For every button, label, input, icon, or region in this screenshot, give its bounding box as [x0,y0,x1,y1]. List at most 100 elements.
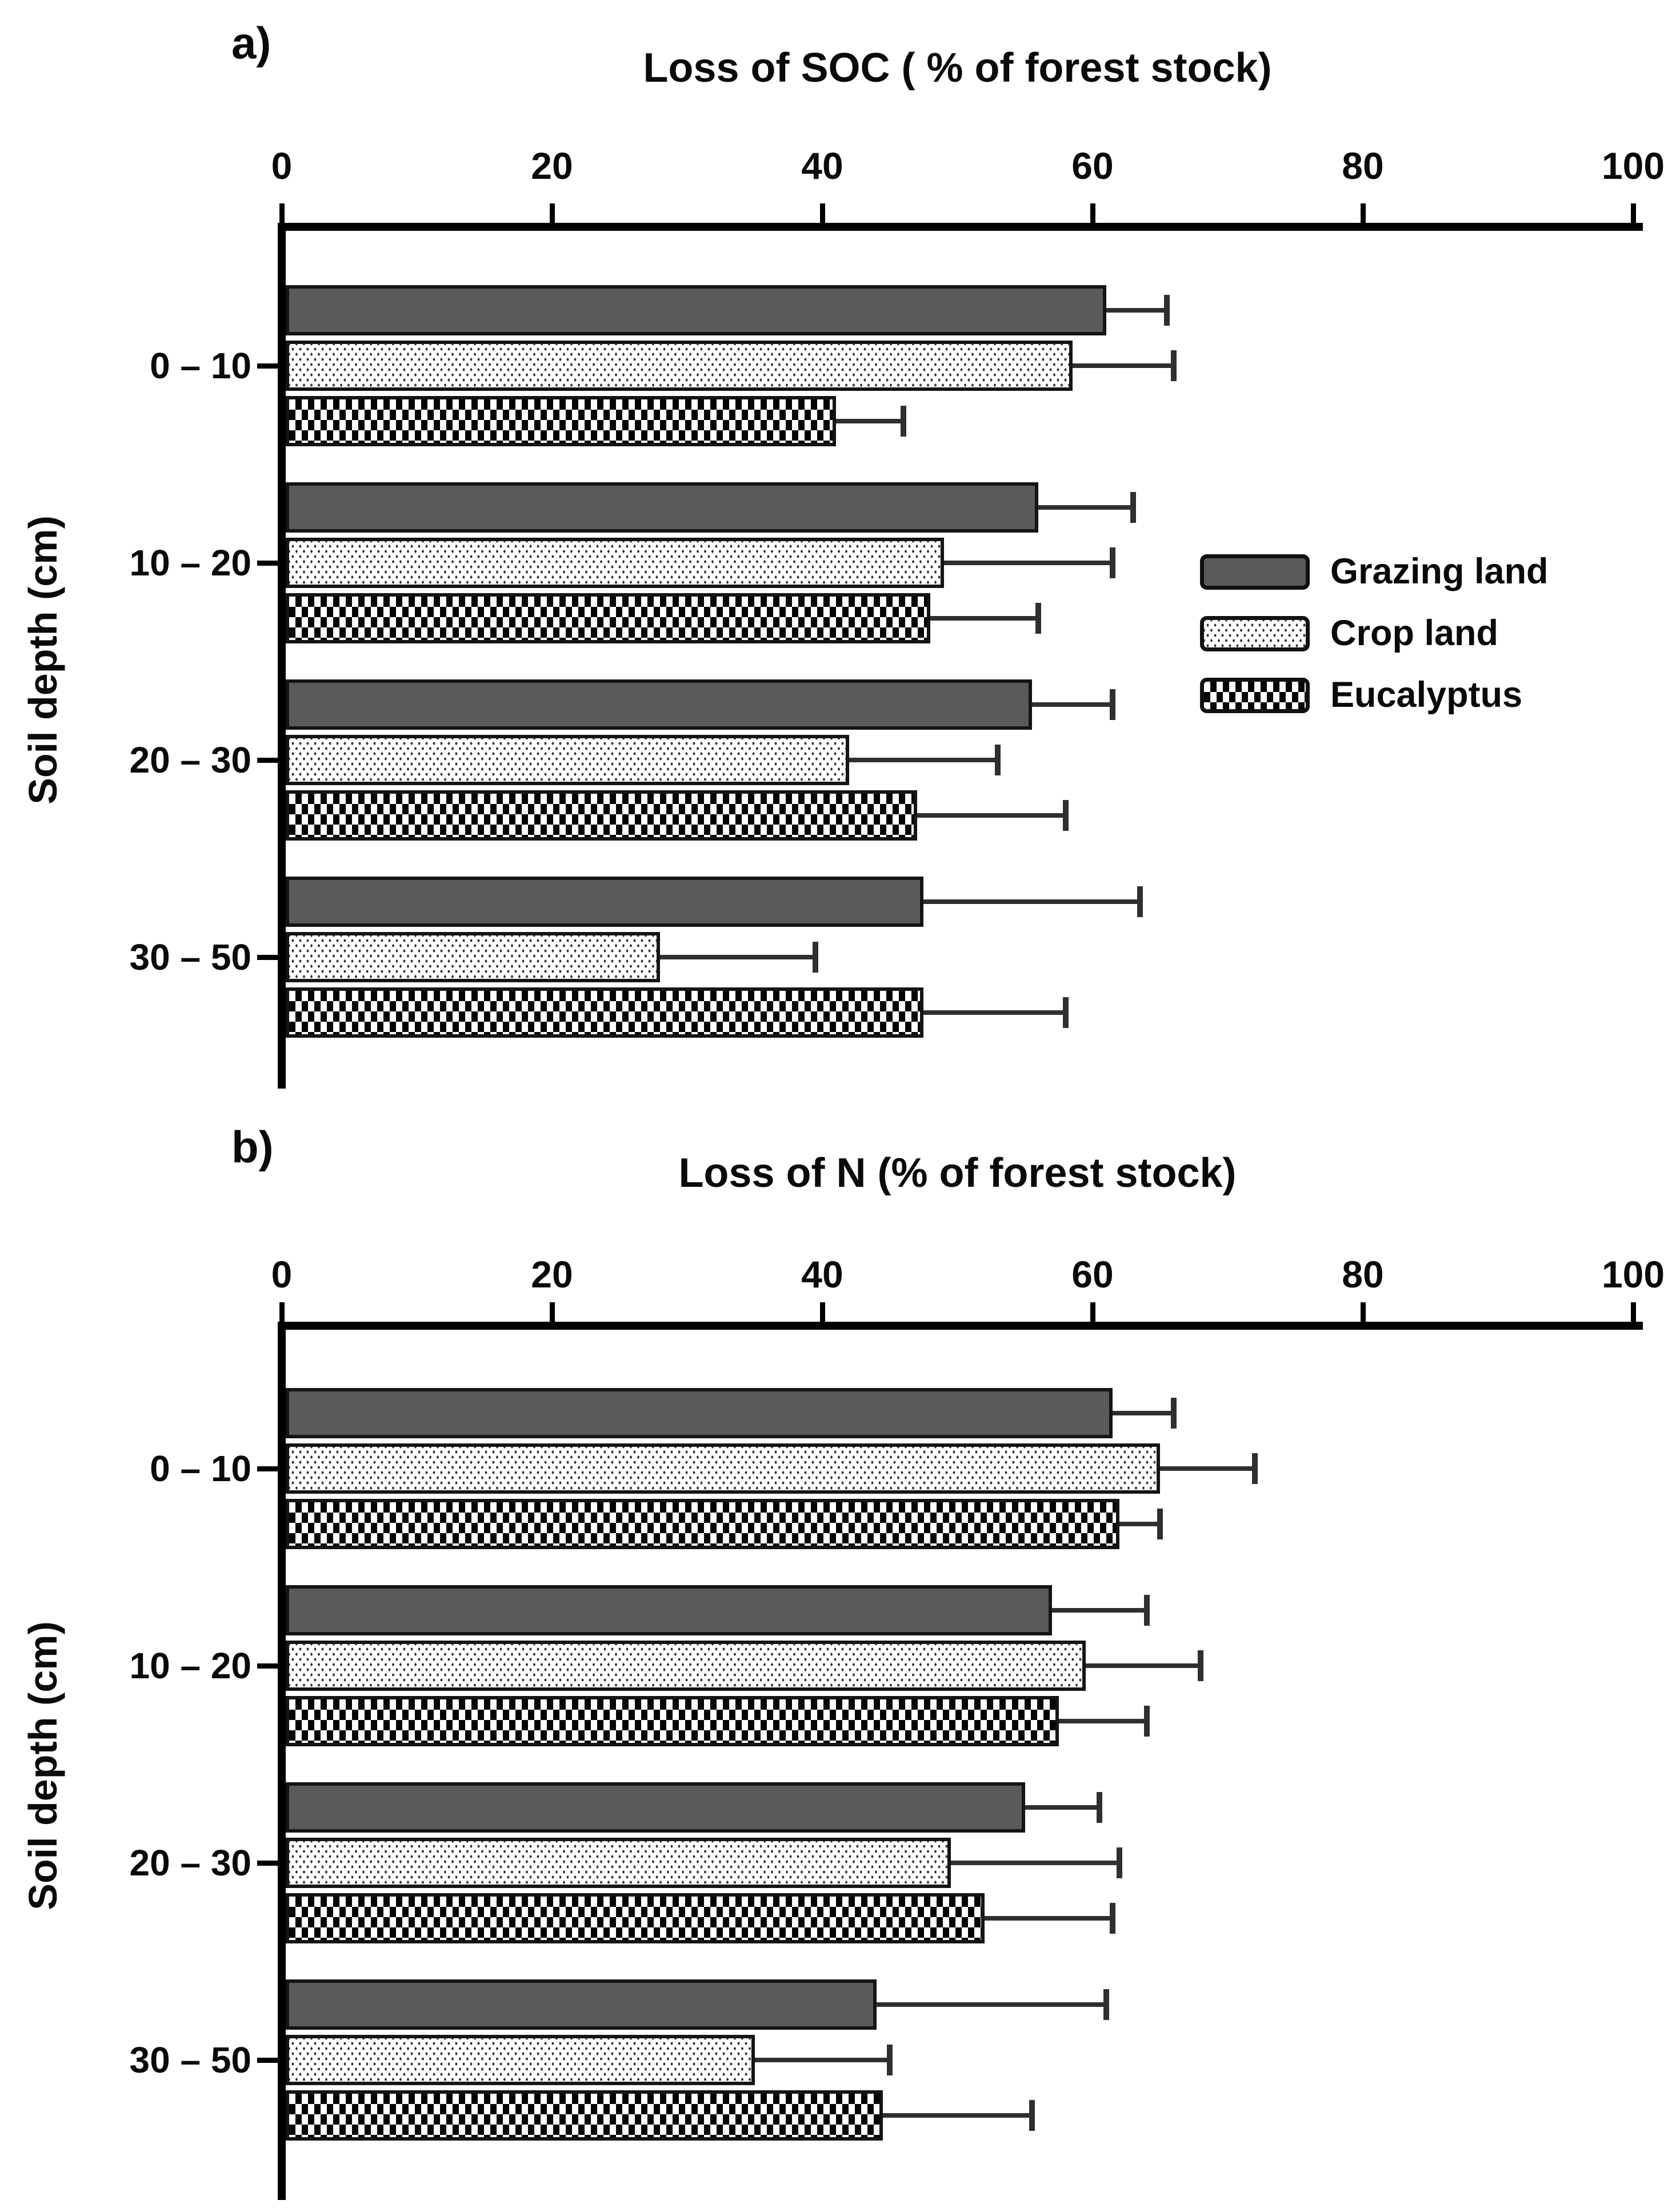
x-tick-label: 20 [531,145,573,187]
error-bar-cap [1097,1792,1102,1823]
error-bar-cap [813,942,818,973]
error-bar-line [1032,702,1113,707]
error-bar-line [849,758,998,762]
error-bar-line [877,2002,1106,2007]
error-bar-line [1160,1466,1255,1471]
chart-a-title: Loss of SOC ( % of forest stock) [643,45,1272,91]
y-axis-tick [257,363,278,369]
error-bar-line [755,2058,890,2062]
bar-grazing-land [286,285,1106,335]
x-axis-tick [820,203,825,223]
y-axis-tick [257,2058,278,2063]
error-bar-cap [995,745,1001,775]
x-tick-label: 100 [1601,145,1665,187]
error-bar-line [1073,363,1174,368]
error-bar-cap [1252,1453,1258,1484]
error-bar-line [985,1916,1113,1921]
x-axis-tick [550,203,555,223]
error-bar-cap [1110,1903,1115,1934]
bar-eucalyptus [286,790,917,841]
error-bar-cap [1035,603,1041,634]
error-bar-line [1113,1411,1173,1415]
error-bar-cap [1157,1509,1163,1539]
x-axis-tick [1090,1302,1095,1322]
x-tick-label: 0 [271,145,293,187]
y-axis-title-b: Soil depth (cm) [21,1621,65,1910]
legend-label: Crop land [1330,613,1498,653]
eucalyptus-swatch-icon [1200,678,1310,713]
x-axis-tick [820,1302,825,1322]
bar-grazing-land [286,1388,1113,1438]
error-bar-line [923,899,1139,904]
bar-eucalyptus [286,593,930,643]
error-bar-cap [1110,547,1115,578]
category-label: 30 – 50 [129,937,251,978]
error-bar-line [951,1861,1120,1865]
legend: Grazing land Crop land Eucalyptus [1200,549,1634,720]
x-tick-label: 20 [531,1253,573,1295]
y-axis-spine [278,223,286,1089]
bar-eucalyptus [286,2090,883,2141]
y-axis-tick [257,1861,278,1866]
error-bar-line [1052,1608,1147,1613]
x-axis-line [278,1322,1643,1330]
x-axis-tick [279,203,285,223]
error-bar-line [917,813,1066,818]
y-axis-tick [257,955,278,960]
bar-grazing-land [286,679,1032,730]
y-axis-tick [257,758,278,763]
category-label: 10 – 20 [129,1645,251,1686]
category-label: 0 – 10 [150,345,251,386]
error-bar-cap [1103,1989,1109,2020]
error-bar-line [1086,1663,1201,1668]
crop-land-swatch-icon [1200,616,1310,651]
error-bar-cap [1171,1398,1177,1429]
y-axis-spine [278,1322,286,2200]
error-bar-cap [1171,350,1177,381]
x-tick-label: 80 [1342,145,1384,187]
error-bar-cap [1137,886,1143,917]
bar-eucalyptus [286,396,836,446]
error-bar-cap [1117,1847,1122,1878]
chart-b-title: Loss of N (% of forest stock) [678,1150,1237,1196]
bar-eucalyptus [286,1499,1119,1549]
error-bar-cap [1110,689,1115,720]
bar-crop-land [286,341,1073,391]
panel-a-label: a) [231,18,271,68]
x-axis-tick [1090,203,1095,223]
bar-grazing-land [286,1782,1025,1833]
grazing-land-swatch-icon [1200,554,1310,590]
bar-eucalyptus [286,1893,985,1943]
error-bar-line [1106,308,1167,313]
bar-crop-land [286,1443,1160,1494]
y-axis-tick [257,1663,278,1669]
x-tick-label: 80 [1342,1253,1384,1295]
bar-crop-land [286,538,944,588]
x-tick-label: 60 [1071,145,1114,187]
error-bar-line [1059,1719,1147,1723]
error-bar-cap [1130,492,1136,523]
panel-b-label: b) [231,1122,274,1172]
bar-grazing-land [286,482,1038,533]
category-label: 20 – 30 [129,1842,251,1883]
error-bar-line [1025,1805,1099,1810]
error-bar-cap [1029,2100,1035,2131]
error-bar-line [944,561,1113,565]
error-bar-line [1119,1522,1160,1526]
bar-eucalyptus [286,987,923,1038]
bar-grazing-land [286,877,923,927]
legend-label: Grazing land [1330,551,1549,591]
bar-crop-land [286,932,660,982]
error-bar-cap [1144,1706,1150,1737]
error-bar-cap [1063,997,1069,1028]
x-axis-tick [1631,203,1636,223]
error-bar-cap [1198,1650,1203,1681]
category-label: 0 – 10 [150,1448,251,1489]
error-bar-line [930,616,1038,621]
x-axis-tick [1361,1302,1366,1322]
x-axis-line [278,223,1643,231]
error-bar-cap [887,2045,893,2075]
